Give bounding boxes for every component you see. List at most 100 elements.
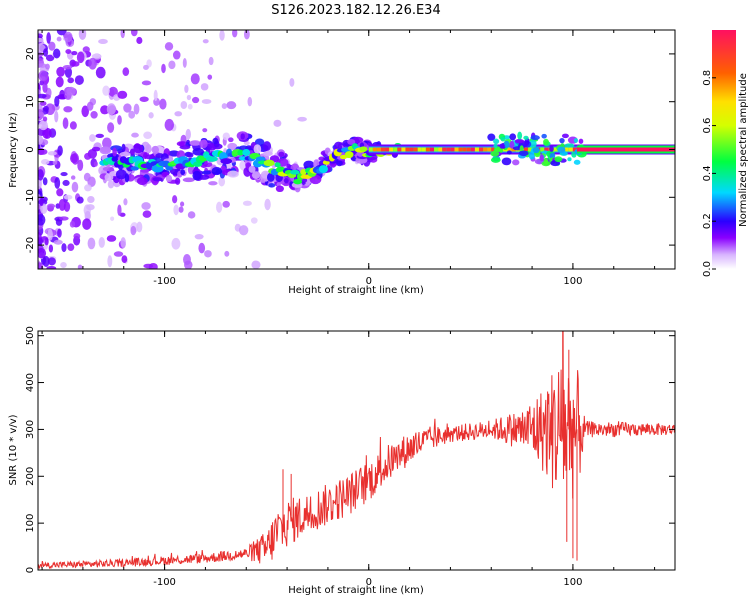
spectrogram-noise-cell [46,32,51,44]
spectrogram-y-tick-label: -20 [25,237,36,253]
spectrogram-noise-cell [67,77,75,84]
spectrogram-noise-cell [70,153,78,164]
spectrogram-noise-cell [52,160,58,165]
spectrogram-noise-cell [45,54,55,62]
spectrogram-noise-cell [102,137,112,149]
steady-band-core [479,147,483,152]
spectrogram-noise-cell [62,117,69,129]
spectrogram-blob [227,170,239,178]
spectrogram-blob [174,177,181,185]
spectrogram-noise-cell [91,53,101,59]
spectrogram-blob [180,169,186,176]
spectrogram-noise-cell [107,255,113,268]
spectrogram-blob [176,141,186,147]
spectrogram-ridge-cell [289,169,300,175]
steady-band-core [409,147,414,152]
spectrogram-ridge-cell [220,158,233,165]
spectrogram-blob [251,171,261,179]
spectrogram-noise-cell [224,250,230,257]
spectrogram-noise-cell [57,145,63,156]
spectrogram-noise-cell [139,96,149,102]
spectrogram-disturbance [549,145,554,152]
spectrogram-ridge-cell [219,152,228,160]
spectrogram-x-tick-label: 0 [366,276,372,287]
steady-band-core [417,147,422,152]
spectrogram-blob [336,160,343,167]
steady-band-core [474,147,479,152]
spectrogram-noise-cell [208,56,214,66]
spectrogram-disturbance [509,133,517,141]
spectrogram-blob [275,185,284,193]
spectrogram-noise-cell [43,105,49,112]
spectrogram-noise-cell [222,132,230,141]
spectrogram-noise-cell [60,261,67,269]
spectrogram-x-tick-label: -100 [153,276,176,287]
spectrogram-disturbance [559,138,565,144]
spectrogram-noise-cell [77,159,84,172]
steady-band-core [491,147,496,152]
spectrogram-noise-cell [173,204,179,216]
snr-x-ticks: -100 0 100 [41,331,656,588]
spectrogram-noise-cell [186,94,192,101]
spectrogram-blob [318,156,325,161]
spectrogram-disturbance [561,133,569,139]
spectrogram-noise-cell [168,60,176,70]
spectrogram-noise-cell [53,239,63,245]
spectrogram-ridge-cell [300,168,307,176]
spectrogram-noise-cell [136,221,143,233]
spectrogram-blob [143,152,148,160]
spectrogram-disturbance [564,143,575,148]
spectrogram-noise-cell [43,48,49,57]
steady-band-core [393,147,398,152]
spectrogram-noise-cell [38,111,45,119]
spectrogram-noise-cell [40,101,47,106]
spectrogram-noise-cell [98,38,108,45]
snr-x-tick-label: -100 [153,577,176,588]
colorbar-tick-label: 0.6 [702,118,713,134]
spectrogram-noise-cell [84,152,92,160]
spectrogram-y-tick-label: 20 [25,48,36,61]
spectrogram-ridge-cell [242,148,251,156]
steady-band-core [442,147,447,152]
spectrogram-noise-cell [238,225,249,236]
spectrogram-noise-cell [38,63,47,68]
spectrogram-heatmap [38,30,675,269]
spectrogram-disturbance [523,135,529,140]
spectrogram-noise-cell [202,128,208,133]
steady-band-core [372,147,377,152]
snr-y-tick-label: 200 [25,467,36,486]
spectrogram-noise-cell [71,51,78,56]
spectrogram-noise-cell [136,36,143,45]
spectrogram-noise-cell [38,120,48,131]
spectrogram-noise-cell [56,66,66,77]
steady-band-core [470,147,475,152]
spectrogram-ridge-cell [322,160,330,165]
spectrogram-blob [303,160,315,169]
spectrogram-noise-cell [38,148,48,155]
spectrogram-noise-cell [54,95,60,107]
spectrogram-noise-cell [55,76,64,88]
spectrogram-ridge-cell [237,149,244,156]
spectrogram-blob [151,145,160,154]
steady-band-core [523,147,528,152]
spectrogram-noise-cell [88,57,97,70]
steady-band-core [528,147,532,152]
spectrogram-noise-cell [130,30,138,37]
spectrogram-noise-cell [82,46,90,53]
spectrogram-noise-cell [48,244,54,253]
spectrogram-noise-cell [131,132,139,138]
spectrogram-noise-cell [250,217,258,224]
spectrogram-noise-cell [110,216,115,221]
spectrogram-blob [266,172,275,182]
steady-band-core [438,147,443,152]
spectrogram-noise-cell [56,188,64,197]
steady-band-core [434,147,439,152]
spectrogram-noise-cell [74,75,84,85]
spectrogram-blob [182,177,195,183]
spectrogram-noise-cell [159,98,167,110]
spectrogram-noise-cell [289,77,295,87]
spectrogram-y-tick-label: 0 [25,146,36,152]
spectrogram-blob [254,138,265,146]
